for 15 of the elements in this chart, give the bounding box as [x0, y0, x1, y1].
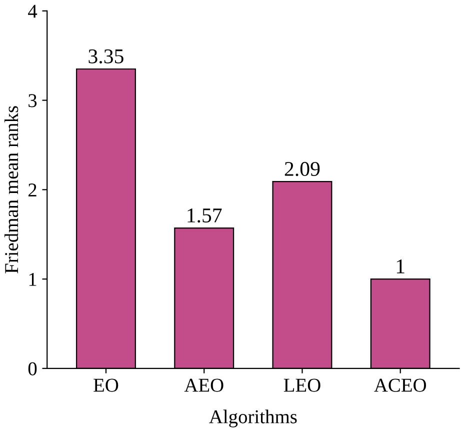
y-tick-label: 2: [28, 184, 36, 196]
y-tick-label: 3: [28, 94, 37, 108]
data-label: 3.35: [88, 49, 124, 64]
y-axis-title: Friedman mean ranks: [4, 106, 18, 274]
y-tick-label: 1: [29, 272, 36, 286]
data-label: 1: [396, 259, 404, 274]
data-label: 2.09: [284, 162, 320, 176]
y-tick-label: 0: [28, 362, 37, 376]
x-tick-label: AEO: [184, 378, 224, 392]
x-tick-label: LEO: [284, 378, 320, 392]
x-axis-title: Algorithms: [209, 410, 297, 428]
y-tick-label: 4: [28, 4, 38, 18]
data-label: 1.57: [188, 208, 222, 223]
x-tick-label: EO: [94, 378, 118, 392]
x-tick-label: ACEO: [374, 378, 426, 392]
